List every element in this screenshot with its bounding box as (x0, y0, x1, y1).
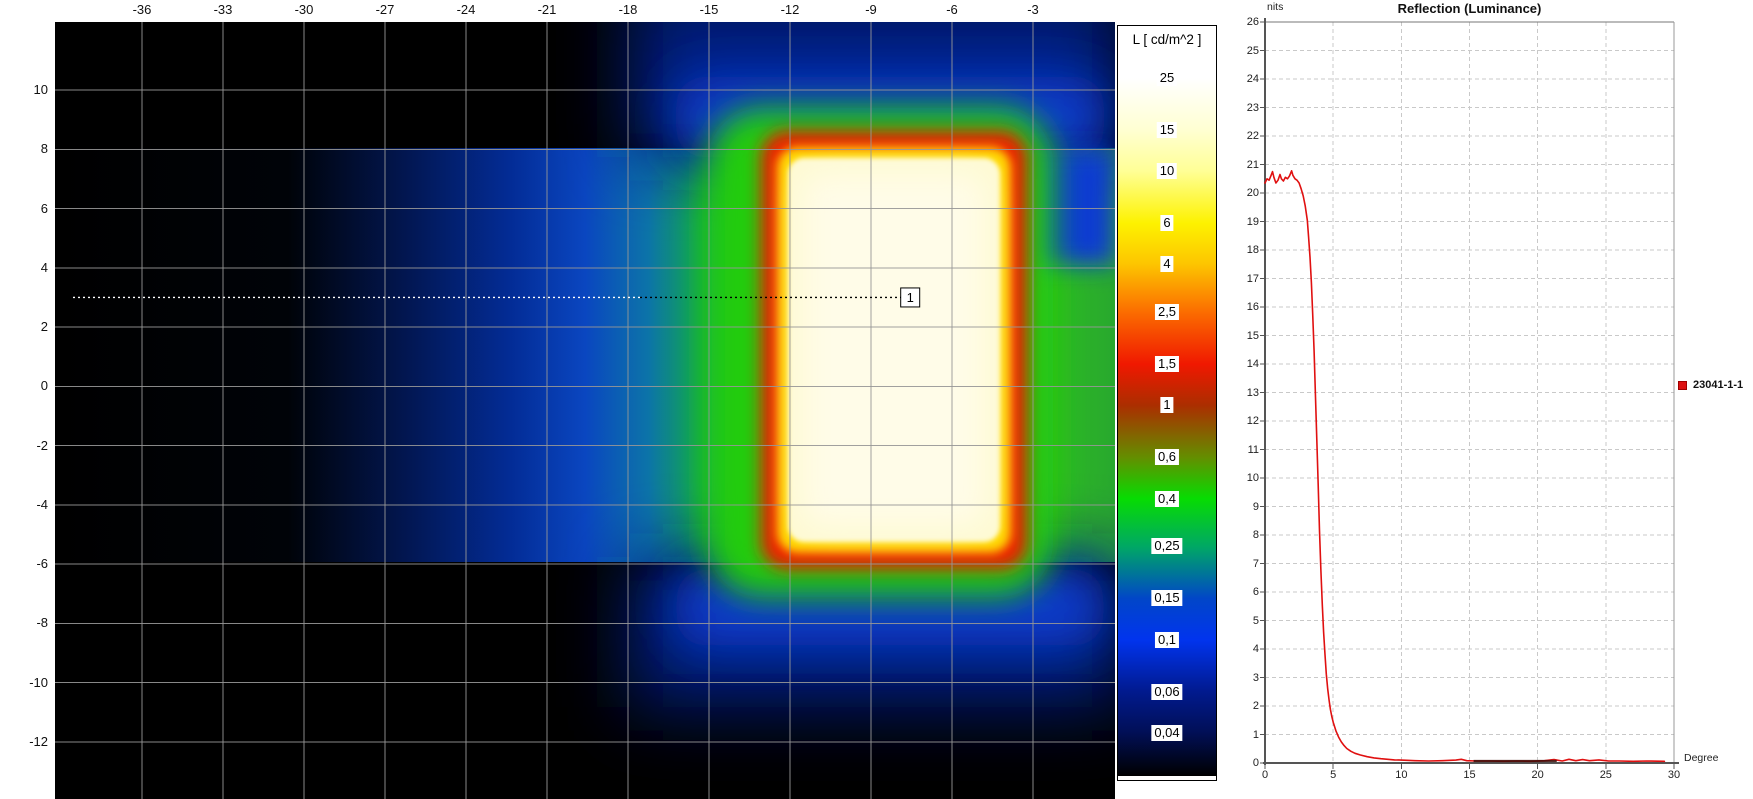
chart-y-tick-label: 11 (1247, 443, 1259, 456)
chart-y-tick-label: 1 (1252, 728, 1259, 741)
chart-y-tick-label: 6 (1252, 586, 1259, 598)
falsecolor-plot-area: 1 (55, 0, 1125, 799)
map-gridlines (55, 22, 1115, 799)
chart-y-tick-label: 0 (1252, 757, 1259, 769)
colorbar-value-label: 0,04 (1151, 724, 1183, 741)
chart-y-tick-label: 22 (1246, 130, 1259, 142)
heat-x-tick-label: -6 (946, 2, 958, 17)
chart-y-tick-label: 7 (1252, 557, 1259, 570)
heat-y-tick-label: 10 (33, 82, 48, 97)
heat-x-tick-label: -33 (213, 2, 233, 17)
colorbar-value-label: 0,15 (1151, 590, 1183, 607)
chart-y-tick-label: 17 (1246, 272, 1259, 285)
chart-y-tick-label: 15 (1246, 329, 1259, 342)
heat-y-tick-label: 2 (40, 319, 48, 335)
chart-y-tick-label: 13 (1246, 386, 1259, 399)
heat-y-tick-label: -12 (29, 733, 48, 749)
colorbar-value-label: 4 (1160, 256, 1174, 273)
colorbar-value-label: 25 (1156, 69, 1178, 86)
chart-y-tick-label: 12 (1246, 415, 1259, 427)
colorbar-value-label: 0,4 (1154, 490, 1180, 507)
heat-x-tick-label: -30 (294, 2, 314, 17)
heat-y-tick-label: 6 (40, 200, 48, 216)
chart-x-tick-label: 25 (1599, 769, 1612, 781)
chart-y-tick-label: 9 (1252, 500, 1259, 513)
chart-y-tick-label: 16 (1246, 301, 1259, 313)
chart-x-tick-label: 10 (1395, 769, 1408, 781)
chart-y-tick-label: 10 (1246, 472, 1259, 484)
chart-y-tick-label: 3 (1252, 671, 1259, 684)
heat-y-tick-label: 4 (40, 259, 48, 275)
heat-y-tick-label: 0 (40, 378, 48, 394)
chart-x-tick-label: 15 (1463, 769, 1476, 781)
heat-x-tick-label: -27 (375, 2, 395, 17)
colorbar-value-label: 2,5 (1154, 304, 1180, 321)
chart-title: Reflection (Luminance) (1397, 1, 1542, 16)
heat-x-tick-label: -36 (132, 2, 152, 17)
chart-x-tick-label: 0 (1261, 769, 1269, 781)
chart-y-tick-label: 20 (1246, 187, 1259, 199)
legend-series-label: 23041-1-1 (1693, 379, 1744, 391)
heat-y-tick-label: 8 (40, 141, 48, 157)
chart-gridlines (1265, 22, 1674, 763)
heat-y-tick-label: -8 (36, 615, 48, 631)
chart-y-tick-label: 5 (1252, 614, 1259, 627)
falsecolor-map-panel: -36 -33 -30 -27 -24 -21 -18 -15 -12 -9 -6 -3 10 8 6 4 2… (29, 0, 1125, 799)
heat-y-tick-label: -2 (36, 437, 48, 453)
colorbar-value-label: 0,25 (1151, 538, 1183, 555)
heat-y-tick-label: -10 (29, 674, 48, 690)
heat-x-tick-label: -18 (618, 2, 638, 17)
chart-y-tick-label: 21 (1246, 158, 1259, 171)
colorbar-value-label: 0,6 (1154, 449, 1180, 466)
chart-legend: 23041-1-1 (1678, 379, 1743, 391)
measure-marker-box[interactable] (900, 287, 921, 308)
chart-y-tick-label: 23 (1246, 101, 1259, 114)
chart-y-tick-label: 26 (1246, 16, 1259, 28)
reflection-plot-area (1260, 18, 1679, 769)
chart-y-tick-label: 2 (1252, 700, 1259, 712)
reflection-chart-panel: Reflection (Luminance) nits 0 1 2 3 4 5 6 7 8 9 10… (1226, 0, 1753, 799)
chart-y-tick-label: 14 (1246, 358, 1259, 370)
chart-y-tick-label: 25 (1246, 44, 1259, 57)
y-axis-unit-label: nits (1267, 1, 1284, 13)
series-line (1264, 170, 1666, 763)
heat-x-tick-label: -12 (780, 2, 800, 17)
chart-frame (1260, 18, 1679, 769)
heat-x-tick-label: -9 (865, 2, 877, 17)
colorbar-value-label: 0,1 (1154, 631, 1180, 648)
heat-x-tick-label: -3 (1027, 2, 1039, 17)
chart-y-tick-label: 24 (1246, 73, 1259, 85)
heat-y-tick-label: -4 (36, 496, 48, 512)
falsecolor-image: 1 (55, 0, 1125, 799)
measure-marker-label: 1 (907, 290, 914, 305)
colorbar-value-label: 15 (1156, 121, 1178, 138)
colorbar-value-label: 1,5 (1154, 356, 1180, 373)
heat-x-tick-label: -21 (537, 2, 557, 17)
chart-y-tick-label: 19 (1246, 215, 1259, 228)
chart-x-tick-label: 20 (1531, 769, 1544, 781)
colorbar: L [ cd/m^2 ] 25 15 10 6 4 2,5 1,5 1 0,6 0,4 0,25 0,… (1117, 25, 1217, 781)
map-annotations: 1 (73, 287, 921, 308)
colorbar-value-label: 6 (1160, 215, 1174, 232)
chart-x-tick-label: 30 (1667, 769, 1681, 781)
legend-series-marker-icon (1678, 380, 1687, 390)
chart-y-tick-label: 8 (1252, 529, 1259, 541)
colorbar-value-label: 10 (1156, 163, 1178, 180)
chart-y-tick-label: 18 (1246, 244, 1259, 256)
colorbar-value-label: 0,06 (1151, 683, 1183, 700)
colorbar-title: L [ cd/m^2 ] (1132, 32, 1202, 47)
colorbar-value-label: 1 (1160, 397, 1174, 414)
chart-x-tick-label: 5 (1330, 769, 1337, 781)
heat-x-tick-label: -15 (699, 2, 719, 17)
x-axis-unit-label: Degree (1684, 752, 1719, 764)
heat-x-tick-label: -24 (456, 2, 476, 17)
chart-y-tick-label: 4 (1252, 643, 1259, 655)
heat-y-tick-label: -6 (36, 556, 48, 572)
bright-panel-center (803, 174, 985, 526)
